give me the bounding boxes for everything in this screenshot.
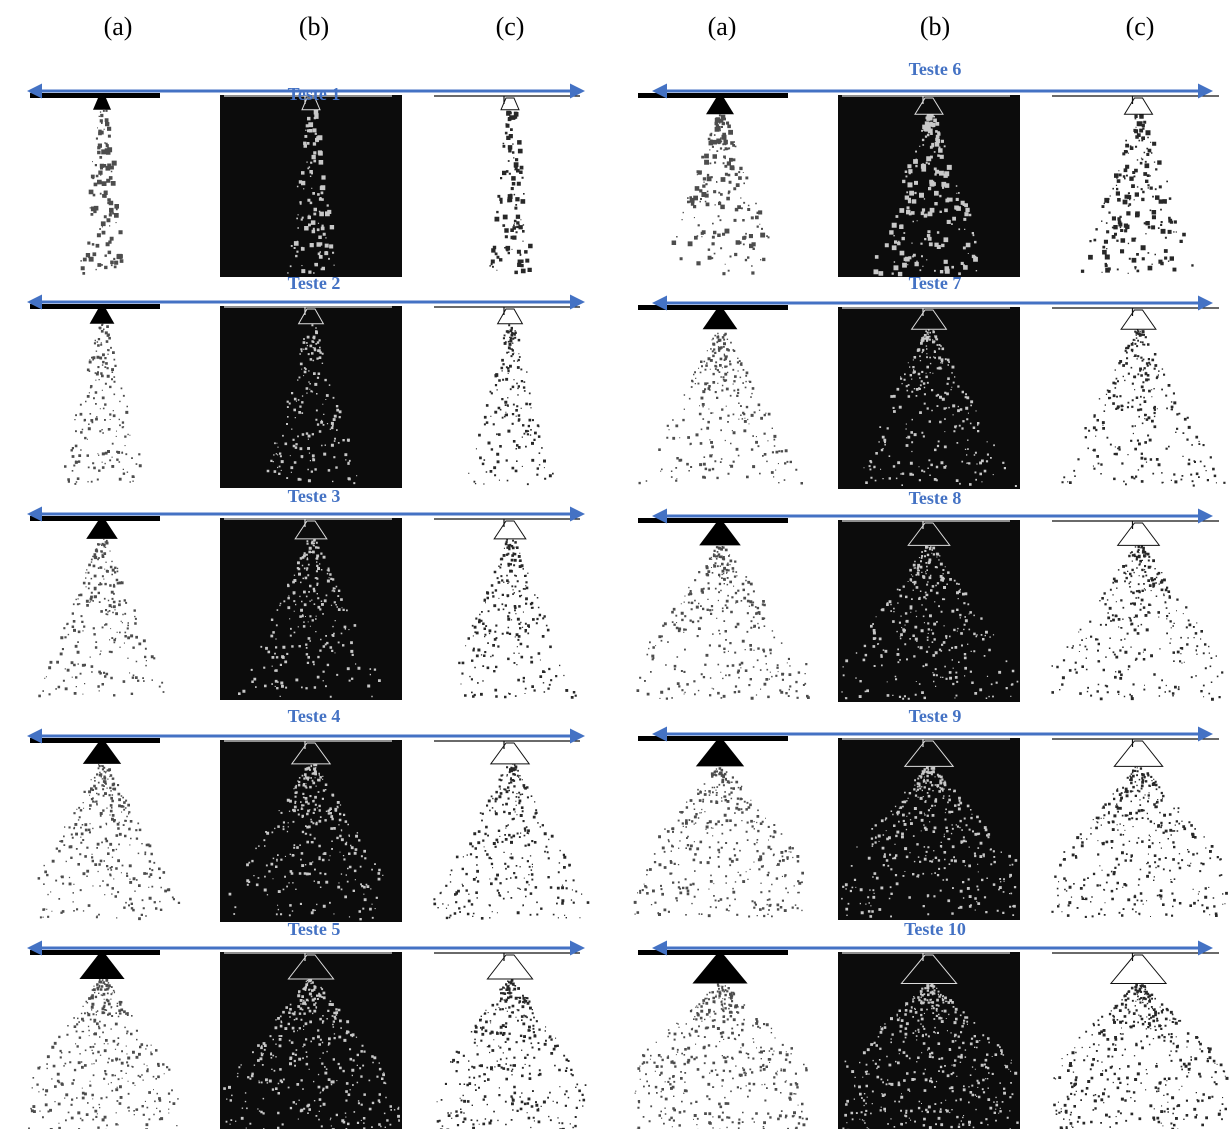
spray-image bbox=[838, 738, 1020, 920]
spray-image bbox=[1048, 738, 1229, 920]
test-label: Teste 10 bbox=[904, 919, 966, 939]
figure: (a) (b) (c) (a) (b) (c) Teste 1 Teste 2 Teste 3 T… bbox=[0, 0, 1229, 1129]
nozzle bbox=[30, 516, 160, 521]
test-label: Teste 9 bbox=[909, 706, 962, 726]
test-label: Teste 1 bbox=[288, 84, 341, 104]
test-label: Teste 2 bbox=[288, 273, 341, 293]
nozzle bbox=[30, 304, 160, 309]
spray-image bbox=[430, 306, 590, 488]
spray-image bbox=[220, 740, 402, 922]
test-label: Teste 7 bbox=[909, 273, 962, 293]
column-label: (a) bbox=[104, 12, 133, 41]
column-label: (b) bbox=[920, 12, 950, 41]
nozzle bbox=[30, 93, 160, 98]
test-label: Teste 8 bbox=[909, 488, 962, 508]
test-label: Teste 3 bbox=[288, 486, 341, 506]
nozzle bbox=[30, 950, 160, 955]
spray-image bbox=[1048, 952, 1229, 1129]
spray-image bbox=[220, 518, 402, 700]
test-label: Teste 5 bbox=[288, 919, 341, 939]
nozzle bbox=[638, 950, 788, 955]
nozzle bbox=[638, 305, 788, 310]
column-label: (b) bbox=[299, 12, 329, 41]
column-label: (c) bbox=[1126, 12, 1155, 41]
spray-image bbox=[838, 952, 1020, 1129]
column-label: (a) bbox=[708, 12, 737, 41]
test-label: Teste 6 bbox=[909, 59, 962, 79]
nozzle bbox=[638, 736, 788, 741]
nozzle bbox=[638, 93, 788, 98]
nozzle bbox=[30, 738, 160, 743]
column-label: (c) bbox=[496, 12, 525, 41]
spray-image bbox=[838, 307, 1020, 489]
test-label: Teste 4 bbox=[288, 706, 341, 726]
nozzle bbox=[638, 518, 788, 523]
spray-image bbox=[22, 740, 182, 922]
